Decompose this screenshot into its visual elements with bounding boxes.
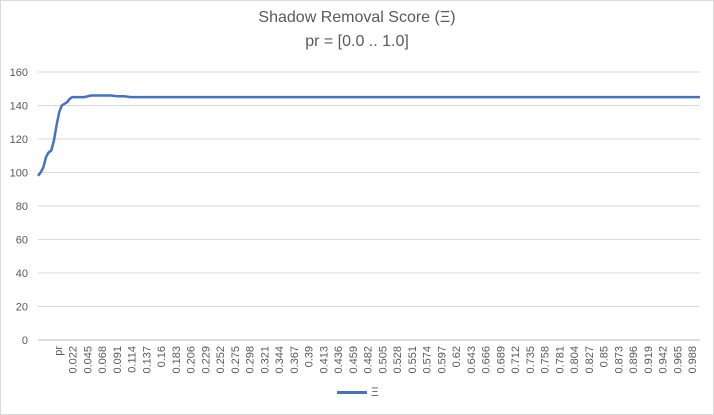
x-tick-label: 0.413 (318, 346, 330, 374)
series-layer (37, 94, 700, 177)
x-tick-label: 0.252 (215, 346, 227, 374)
x-tick-label: pr (53, 346, 65, 356)
y-tick-label: 80 (16, 201, 28, 213)
y-axis-ticks: 0 20 40 60 80 100 120 140 160 (10, 67, 28, 347)
x-tick-label: 0.206 (186, 346, 198, 374)
y-tick-label: 40 (16, 268, 28, 280)
x-tick-label: 0.988 (687, 346, 699, 374)
x-tick-label: 0.574 (422, 346, 434, 374)
y-tick-label: 60 (16, 235, 28, 247)
y-tick-label: 100 (10, 168, 28, 180)
y-tick-label: 20 (16, 302, 28, 314)
x-tick-label: 0.459 (348, 346, 360, 374)
x-tick-label: 0.942 (658, 346, 670, 374)
gridlines (38, 71, 700, 341)
x-tick-label: 0.275 (230, 346, 242, 374)
x-tick-label: 0.919 (643, 346, 655, 374)
x-tick-label: 0.068 (97, 346, 109, 374)
chart-title: Shadow Removal Score (Ξ) (258, 9, 456, 26)
x-tick-label: 0.045 (82, 346, 94, 374)
y-tick-label: 140 (10, 101, 28, 113)
x-tick-label: 0.528 (392, 346, 404, 374)
x-tick-label: 0.137 (141, 346, 153, 374)
x-tick-label: 0.367 (289, 346, 301, 374)
x-tick-label: 0.804 (569, 346, 581, 374)
legend-label: Ξ (371, 385, 379, 399)
x-tick-label: 0.183 (171, 346, 183, 374)
x-tick-label: 0.022 (68, 346, 80, 374)
x-tick-label: 0.091 (112, 346, 124, 374)
x-tick-label: 0.896 (628, 346, 640, 374)
x-tick-label: 0.758 (540, 346, 552, 374)
x-tick-label: 0.735 (525, 346, 537, 374)
x-tick-label: 0.344 (274, 346, 286, 374)
x-tick-label: 0.16 (156, 346, 168, 367)
x-tick-label: 0.85 (599, 346, 611, 367)
x-tick-label: 0.965 (672, 346, 684, 374)
x-tick-label: 0.643 (466, 346, 478, 374)
x-tick-label: 0.505 (377, 346, 389, 374)
x-tick-label: 0.827 (584, 346, 596, 374)
x-tick-label: 0.39 (304, 346, 316, 367)
x-tick-label: 0.436 (333, 346, 345, 374)
x-tick-label: 0.482 (363, 346, 375, 374)
x-tick-label: 0.689 (495, 346, 507, 374)
chart-subtitle: pr = [0.0 .. 1.0] (305, 33, 409, 50)
y-tick-label: 0 (22, 335, 28, 347)
x-tick-label: 0.551 (407, 346, 419, 374)
x-tick-label: 0.321 (259, 346, 271, 374)
legend-swatch (337, 390, 367, 394)
y-tick-label: 160 (10, 67, 28, 79)
legend: Ξ (337, 385, 379, 399)
x-tick-label: 0.666 (481, 346, 493, 374)
x-tick-label: 0.712 (510, 346, 522, 374)
x-axis-ticks: pr 0.022 0.045 0.068 0.091 0.114 0.137 0.16 0.18… (53, 346, 699, 374)
y-tick-label: 120 (10, 134, 28, 146)
x-tick-label: 0.298 (245, 346, 257, 374)
x-tick-label: 0.62 (451, 346, 463, 367)
x-tick-label: 0.114 (127, 346, 139, 373)
series-line (37, 94, 700, 177)
x-tick-label: 0.597 (436, 346, 448, 374)
x-tick-label: 0.781 (554, 346, 566, 374)
x-tick-label: 0.873 (613, 346, 625, 374)
x-tick-label: 0.229 (200, 346, 212, 374)
